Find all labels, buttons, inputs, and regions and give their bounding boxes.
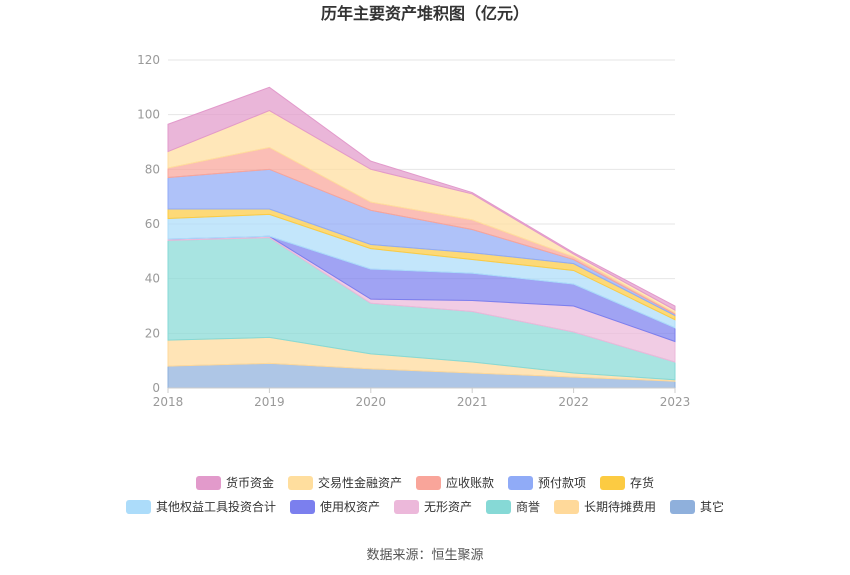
legend-item-label: 预付款项 bbox=[538, 476, 586, 490]
area-series bbox=[167, 86, 676, 389]
legend-item-label: 长期待摊费用 bbox=[584, 500, 656, 514]
chart-title: 历年主要资产堆积图（亿元） bbox=[321, 4, 529, 23]
legend-swatch bbox=[126, 500, 151, 514]
legend-item-label: 交易性金融资产 bbox=[318, 475, 402, 490]
legend-swatch bbox=[554, 500, 579, 514]
legend-item-label: 商誉 bbox=[516, 499, 540, 514]
y-tick-label: 60 bbox=[145, 217, 160, 231]
legend-item-label: 无形资产 bbox=[424, 500, 472, 514]
axes: 0 20 40 60 80 100 120 2018 2019 2020 2021 2022 2023 bbox=[137, 53, 690, 409]
legend-swatch bbox=[288, 476, 313, 490]
y-tick-label: 0 bbox=[152, 381, 160, 395]
legend-item-label: 使用权资产 bbox=[320, 499, 380, 514]
legend-item-label: 其它 bbox=[700, 499, 724, 514]
legend-swatch bbox=[600, 476, 625, 490]
x-tick-label: 2021 bbox=[457, 395, 488, 409]
source-note: 数据来源：恒生聚源 bbox=[366, 548, 483, 563]
legend-item-label: 应收账款 bbox=[446, 475, 494, 490]
y-tick-label: 40 bbox=[145, 272, 160, 286]
y-tick-label: 120 bbox=[137, 53, 160, 67]
legend-swatch bbox=[486, 500, 511, 514]
y-tick-label: 100 bbox=[137, 108, 160, 122]
y-tick-label: 80 bbox=[145, 162, 160, 176]
legend-item-label: 货币资金 bbox=[226, 475, 274, 490]
legend-swatch bbox=[416, 476, 441, 490]
legend-item-label: 存货 bbox=[630, 475, 654, 490]
legend-swatch bbox=[290, 500, 315, 514]
legend-swatch bbox=[196, 476, 221, 490]
legend-swatch bbox=[670, 500, 695, 514]
legend-item-label: 其他权益工具投资合计 bbox=[156, 499, 276, 514]
y-tick-label: 20 bbox=[145, 326, 160, 340]
x-tick-label: 2023 bbox=[660, 395, 691, 409]
x-tick-label: 2020 bbox=[356, 395, 387, 409]
x-tick-label: 2022 bbox=[558, 395, 589, 409]
legend-swatch bbox=[394, 500, 419, 514]
x-tick-label: 2018 bbox=[153, 395, 184, 409]
area-series-10 bbox=[167, 86, 676, 311]
x-tick-label: 2019 bbox=[254, 395, 285, 409]
legend-swatch bbox=[508, 476, 533, 490]
